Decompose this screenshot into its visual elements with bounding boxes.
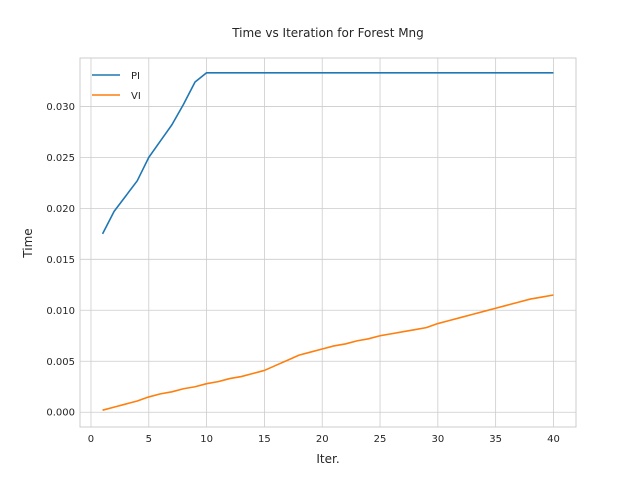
y-tick-labels: 0.000 0.005 0.010 0.015 0.020 0.025 0.030 (46, 102, 75, 419)
x-tick-labels: 0 5 10 15 20 25 30 35 40 (88, 434, 560, 445)
y-axis-title: Time (21, 228, 35, 258)
x-tick-label: 15 (258, 434, 271, 445)
legend: PI VI (92, 71, 141, 102)
x-axis-title: Iter. (316, 452, 339, 466)
series-line-pi (101, 71, 554, 235)
x-tick-label: 20 (316, 434, 329, 445)
x-tick-label: 0 (88, 434, 94, 445)
y-tick-label: 0.010 (46, 306, 75, 317)
chart-title: Time vs Iteration for Forest Mng (231, 26, 424, 40)
y-tick-label: 0.030 (46, 102, 75, 113)
plot-frame (79, 57, 577, 428)
series-lines (101, 71, 554, 411)
legend-label-pi: PI (131, 71, 140, 82)
series-line-vi (102, 294, 554, 411)
y-tick-label: 0.005 (46, 357, 75, 368)
legend-label-vi: VI (131, 91, 141, 102)
x-tick-label: 5 (146, 434, 152, 445)
y-tick-label: 0.015 (46, 255, 75, 266)
x-tick-label: 25 (374, 434, 387, 445)
x-tick-label: 30 (431, 434, 444, 445)
x-tick-label: 35 (489, 434, 502, 445)
x-tick-label: 40 (547, 434, 560, 445)
x-tick-label: 10 (200, 434, 213, 445)
y-tick-label: 0.000 (46, 408, 75, 419)
y-tick-label: 0.020 (46, 204, 75, 215)
y-tick-label: 0.025 (46, 153, 75, 164)
grid (80, 58, 576, 427)
